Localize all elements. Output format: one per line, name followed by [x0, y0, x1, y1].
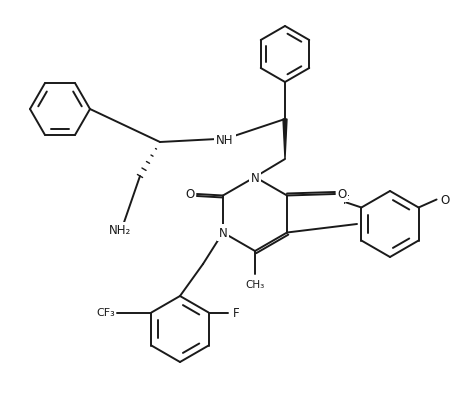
- Text: N: N: [251, 171, 259, 184]
- Polygon shape: [283, 120, 287, 160]
- Text: CF₃: CF₃: [96, 308, 115, 318]
- Text: F: F: [233, 306, 240, 319]
- Text: O: O: [185, 188, 195, 201]
- Text: NH: NH: [216, 133, 234, 146]
- Text: F: F: [343, 193, 350, 206]
- Text: O: O: [338, 188, 347, 201]
- Text: NH₂: NH₂: [109, 224, 131, 237]
- Text: N: N: [218, 226, 227, 239]
- Text: O: O: [441, 194, 450, 207]
- Text: CH₃: CH₃: [245, 279, 265, 289]
